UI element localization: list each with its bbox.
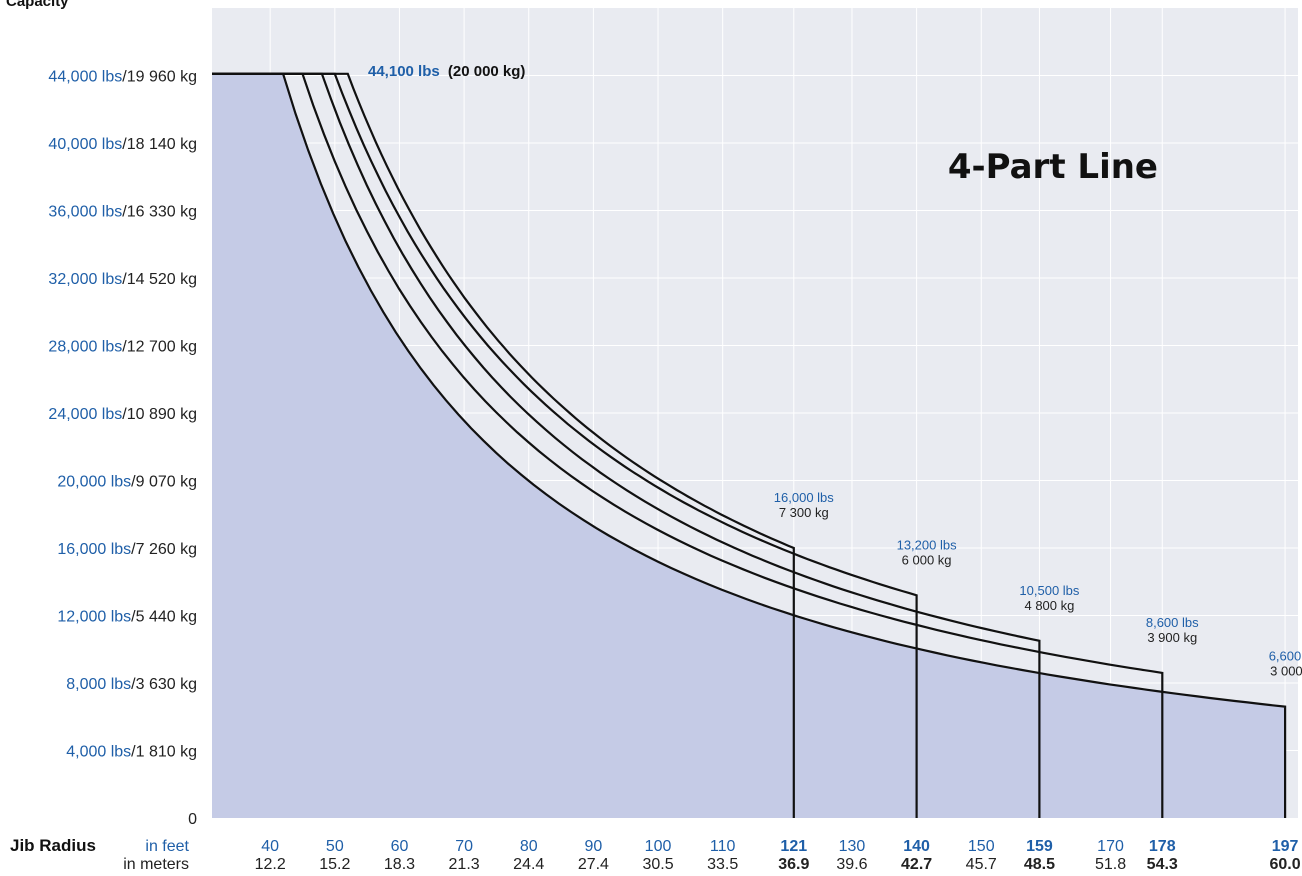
load-curve-197 (212, 72, 1287, 818)
x-tick-meters: 21.3 (449, 856, 480, 873)
y-tick-kg: /1 810 kg (131, 744, 197, 761)
load-curve-159 (212, 72, 1041, 818)
x-tick-feet: 178 (1149, 838, 1176, 855)
y-tick-label: 44,000 lbs/19 960 kg (48, 69, 197, 86)
x-tick-feet: 50 (326, 838, 344, 855)
y-tick-kg: /9 070 kg (131, 474, 197, 491)
end-capacity-lbs: 16,000 lbs (774, 490, 834, 505)
y-tick-lbs: 12,000 lbs (57, 609, 131, 626)
max-capacity-kg: (20 000 kg) (448, 63, 526, 80)
load-curve-140 (212, 72, 918, 818)
y-tick-kg: /10 890 kg (122, 406, 197, 423)
end-capacity-lbs: 13,200 lbs (897, 537, 957, 552)
y-tick-label: 0 (188, 811, 197, 828)
y-tick-label: 12,000 lbs/5 440 kg (57, 609, 197, 626)
x-tick-feet: 100 (645, 838, 672, 855)
x-tick-feet: 130 (839, 838, 866, 855)
y-tick-kg: /18 140 kg (122, 136, 197, 153)
x-tick-feet: 170 (1097, 838, 1124, 855)
y-tick-label: 32,000 lbs/14 520 kg (48, 271, 197, 288)
x-tick-feet: 150 (968, 838, 995, 855)
x-tick-feet: 80 (520, 838, 538, 855)
y-tick-kg: /14 520 kg (122, 271, 197, 288)
x-tick-meters: 36.9 (778, 856, 809, 873)
x-unit-meters-label: in meters (123, 856, 189, 873)
y-tick-lbs: 16,000 lbs (57, 541, 131, 558)
x-tick-meters: 33.5 (707, 856, 738, 873)
y-tick-lbs: 32,000 lbs (48, 271, 122, 288)
y-axis-label: Capacity (6, 0, 69, 10)
y-tick-lbs: 36,000 lbs (48, 204, 122, 221)
y-axis-ticks: 0 4,000 lbs/1 810 kg 8,000 lbs/3 630 kg 12,… (48, 69, 197, 829)
x-tick-meters: 60.0 (1270, 856, 1301, 873)
x-tick-meters: 48.5 (1024, 856, 1055, 873)
y-tick-kg: /16 330 kg (122, 204, 197, 221)
end-capacity-lbs: 8,600 lbs (1146, 615, 1199, 630)
x-tick-meters: 15.2 (319, 856, 350, 873)
x-tick-meters: 45.7 (966, 856, 997, 873)
chart-title: 4-Part Line (948, 147, 1158, 187)
capacity-area (212, 73, 1286, 819)
y-tick-kg: /19 960 kg (122, 69, 197, 86)
x-tick-meters: 54.3 (1147, 856, 1178, 873)
x-tick-feet: 140 (903, 838, 930, 855)
y-tick-label: 8,000 lbs/3 630 kg (66, 676, 197, 693)
y-tick-kg: /3 630 kg (131, 676, 197, 693)
y-tick-label: 28,000 lbs/12 700 kg (48, 339, 197, 356)
x-tick-meters: 12.2 (255, 856, 286, 873)
end-capacity-kg: 3 000 kg (1270, 664, 1302, 679)
end-capacity-kg: 7 300 kg (779, 505, 829, 520)
y-tick-kg: /12 700 kg (122, 339, 197, 356)
end-capacity-kg: 4 800 kg (1024, 598, 1074, 613)
x-tick-meters: 24.4 (513, 856, 544, 873)
y-tick-label: 40,000 lbs/18 140 kg (48, 136, 197, 153)
x-tick-meters: 30.5 (642, 856, 673, 873)
x-tick-feet: 60 (391, 838, 409, 855)
end-capacity-kg: 3 900 kg (1147, 630, 1197, 645)
y-tick-label: 20,000 lbs/9 070 kg (57, 474, 197, 491)
x-tick-meters: 42.7 (901, 856, 932, 873)
x-tick-meters: 27.4 (578, 856, 609, 873)
end-capacity-kg: 6 000 kg (902, 552, 952, 567)
y-tick-label: 36,000 lbs/16 330 kg (48, 204, 197, 221)
x-unit-feet-label: in feet (145, 838, 189, 855)
x-tick-feet: 197 (1272, 838, 1299, 855)
x-tick-feet: 159 (1026, 838, 1053, 855)
y-tick-lbs: 20,000 lbs (57, 474, 131, 491)
x-tick-feet: 40 (261, 838, 279, 855)
load-curves (212, 72, 1287, 818)
x-tick-feet: 70 (455, 838, 473, 855)
max-capacity-label: 44,100 lbs (20 000 kg) (368, 63, 525, 80)
y-tick-lbs: 8,000 lbs (66, 676, 131, 693)
y-tick-kg: /7 260 kg (131, 541, 197, 558)
x-tick-meters: 18.3 (384, 856, 415, 873)
x-tick-meters: 51.8 (1095, 856, 1126, 873)
y-tick-kg: /5 440 kg (131, 609, 197, 626)
load-curve-178 (212, 72, 1164, 818)
x-axis-label: Jib Radius (10, 836, 96, 855)
y-tick-lbs: 44,000 lbs (48, 69, 122, 86)
y-tick-lbs: 28,000 lbs (48, 339, 122, 356)
x-tick-feet: 110 (710, 838, 736, 855)
end-capacity-lbs: 6,600 lbs (1269, 649, 1302, 664)
y-tick-lbs: 4,000 lbs (66, 744, 131, 761)
load-curve-121 (212, 72, 795, 818)
x-axis-ticks: 4012.25015.26018.37021.38024.49027.41003… (255, 838, 1301, 873)
y-tick-label: 4,000 lbs/1 810 kg (66, 744, 197, 761)
y-tick-lbs: 24,000 lbs (48, 406, 122, 423)
y-tick-label: 24,000 lbs/10 890 kg (48, 406, 197, 423)
y-tick-lbs: 40,000 lbs (48, 136, 122, 153)
y-tick-kg: 0 (188, 811, 197, 828)
x-tick-feet: 121 (780, 838, 807, 855)
y-tick-label: 16,000 lbs/7 260 kg (57, 541, 197, 558)
x-tick-feet: 90 (584, 838, 602, 855)
max-capacity-lbs: 44,100 lbs (368, 63, 440, 80)
end-capacity-lbs: 10,500 lbs (1019, 583, 1079, 598)
x-tick-meters: 39.6 (836, 856, 867, 873)
